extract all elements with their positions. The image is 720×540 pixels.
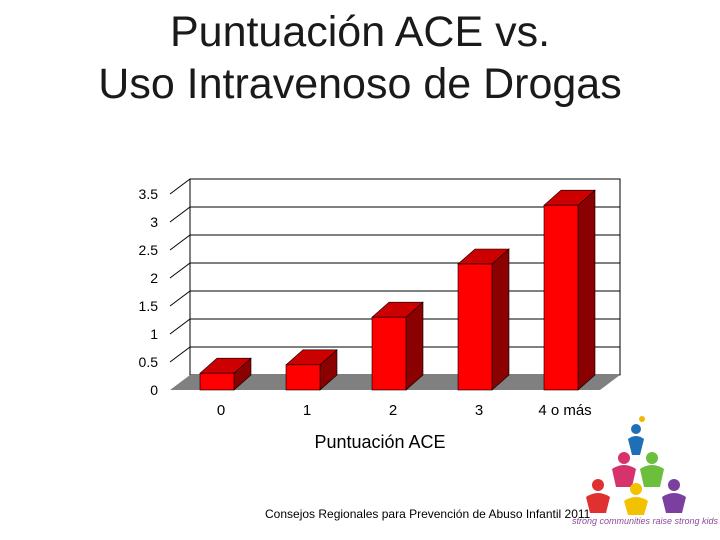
bar xyxy=(199,372,235,391)
logo-figure-purple-head xyxy=(668,479,680,491)
bar-side xyxy=(405,301,424,391)
people-pyramid-logo xyxy=(586,416,686,515)
logo-figure-blue xyxy=(628,436,644,455)
x-tick-label: 1 xyxy=(303,402,311,419)
y-tick-label: 1.5 xyxy=(139,298,159,314)
gridline-connector xyxy=(169,206,191,223)
bar xyxy=(543,204,579,391)
gridline-connector xyxy=(169,234,191,251)
logo-figure-yellow xyxy=(624,497,648,515)
x-tick-label: 2 xyxy=(389,402,397,419)
page-title: Puntuación ACE vs. Uso Intravenoso de Dr… xyxy=(0,6,720,110)
logo-figure-purple xyxy=(662,493,686,513)
y-tick-label: 1 xyxy=(150,326,158,342)
bar-side xyxy=(491,248,510,391)
footer-credit: Consejos Regionales para Prevención de A… xyxy=(265,507,591,521)
y-tick-label: 2.5 xyxy=(139,242,159,258)
logo-figure-pink xyxy=(612,465,636,487)
gridline-connector xyxy=(169,318,191,335)
x-axis-label: Puntuación ACE xyxy=(314,432,445,452)
logo-sun-icon xyxy=(639,416,645,422)
bar xyxy=(371,316,407,391)
x-tick-label: 4 o más xyxy=(538,402,591,419)
y-tick-label: 2 xyxy=(150,270,158,286)
bar xyxy=(457,263,493,391)
logo-figure-red xyxy=(586,493,610,513)
gridline-connector xyxy=(169,262,191,279)
gridline-connector xyxy=(169,178,191,195)
y-tick-label: 3 xyxy=(150,214,158,230)
gridline-connector xyxy=(169,290,191,307)
gridline-connector xyxy=(169,346,191,363)
logo-figure-pink-head xyxy=(618,452,630,464)
y-tick-label: 3.5 xyxy=(139,186,159,202)
logo-figure-yellow-head xyxy=(630,483,642,495)
logo-figure-green xyxy=(640,465,664,487)
x-tick-label: 3 xyxy=(475,402,483,419)
logo-figure-red-head xyxy=(592,479,604,491)
title-line-1: Puntuación ACE vs. xyxy=(169,8,551,56)
bar xyxy=(285,364,321,391)
logo-tagline: strong communities raise strong kids xyxy=(572,516,719,526)
logo-figure-blue-head xyxy=(631,424,641,434)
title-line-2: Uso Intravenoso de Drogas xyxy=(98,60,622,108)
y-tick-label: 0.5 xyxy=(139,354,159,370)
bar-side xyxy=(577,189,596,391)
x-tick-label: 0 xyxy=(217,402,225,419)
y-tick-label: 0 xyxy=(150,382,158,398)
logo-figure-green-head xyxy=(646,452,658,464)
